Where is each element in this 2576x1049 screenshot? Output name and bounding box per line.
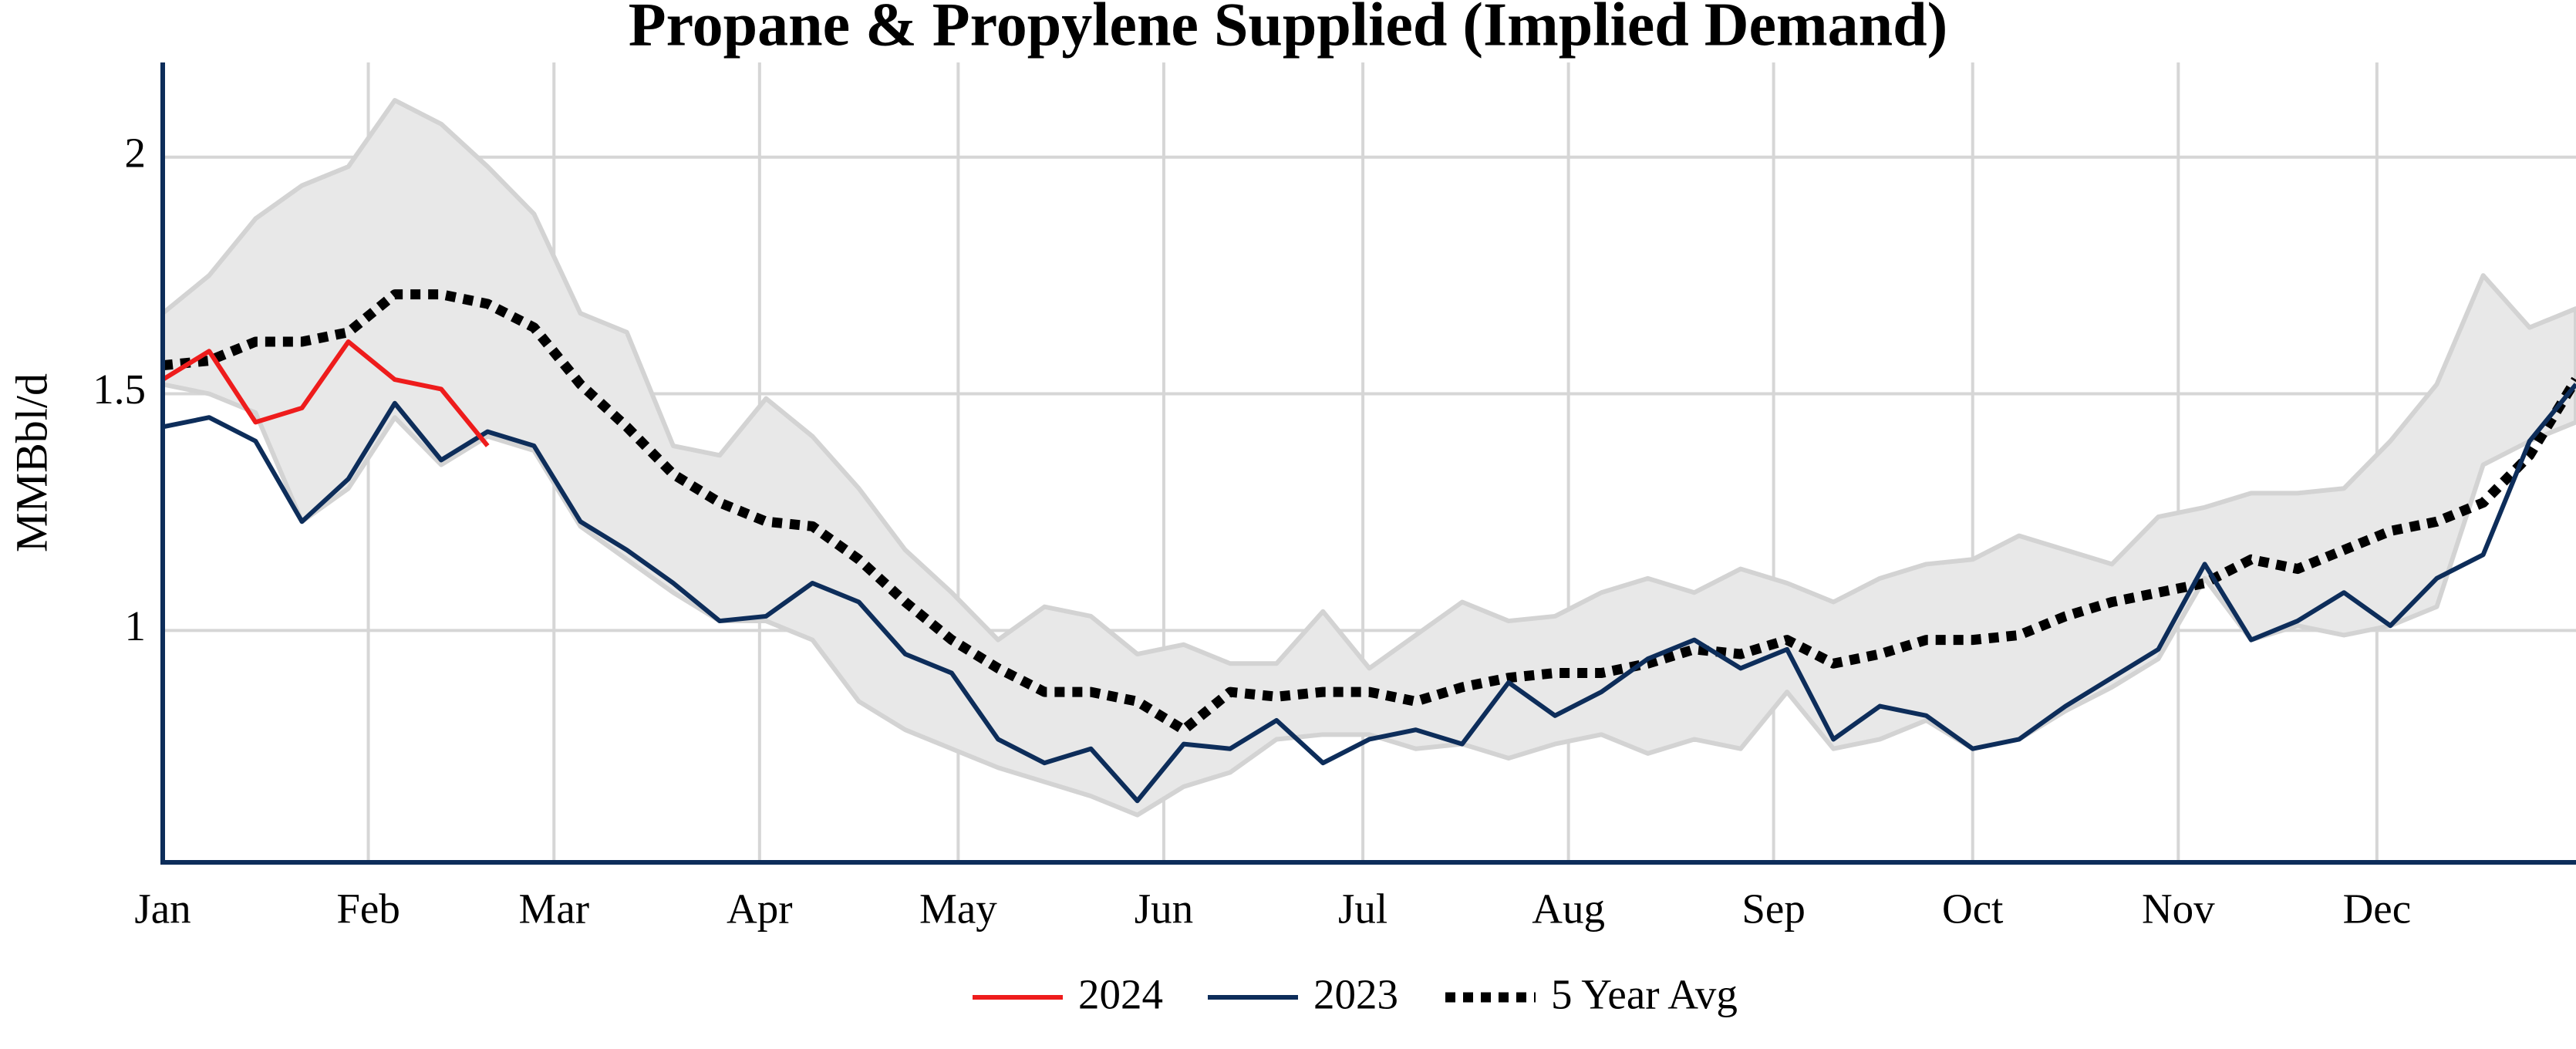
range-band xyxy=(163,98,2576,818)
x-tick-label: Oct xyxy=(1942,885,2003,933)
x-tick-label: Jun xyxy=(1135,885,1193,933)
y-tick-label: 1.5 xyxy=(93,366,146,413)
series-line xyxy=(163,289,2576,735)
plot-area xyxy=(163,98,2576,818)
y-axis-label: MMBbl/d xyxy=(6,373,56,552)
legend-label: 5 Year Avg xyxy=(1551,971,1738,1018)
x-tick-label: Feb xyxy=(336,885,400,933)
legend-label: 2023 xyxy=(1313,971,1398,1018)
y-tick-label: 2 xyxy=(125,129,147,176)
legend-label: 2024 xyxy=(1078,971,1163,1018)
x-tick-label: Nov xyxy=(2142,885,2215,933)
x-tick-label: Jan xyxy=(134,885,191,933)
x-tick-label: Aug xyxy=(1532,885,1605,933)
x-tick-label: Apr xyxy=(727,885,793,933)
series-line xyxy=(163,339,490,447)
legend: 2024 2023 5 Year Avg xyxy=(973,971,1738,1018)
y-tick-label: 1 xyxy=(125,602,147,649)
axes: 1 1.5 2 Jan Feb Mar Apr May Jun Jul Aug Sep Oct Nov De… xyxy=(93,62,2576,933)
x-tick-label: Sep xyxy=(1741,885,1806,933)
x-tick-label: May xyxy=(919,885,997,933)
series-line xyxy=(163,383,2576,804)
grid xyxy=(161,62,2576,862)
chart-title: Propane & Propylene Supplied (Implied De… xyxy=(629,0,1948,59)
x-tick-label: Dec xyxy=(2343,885,2412,933)
x-tick-label: Mar xyxy=(518,885,589,933)
x-tick-label: Jul xyxy=(1338,885,1387,933)
